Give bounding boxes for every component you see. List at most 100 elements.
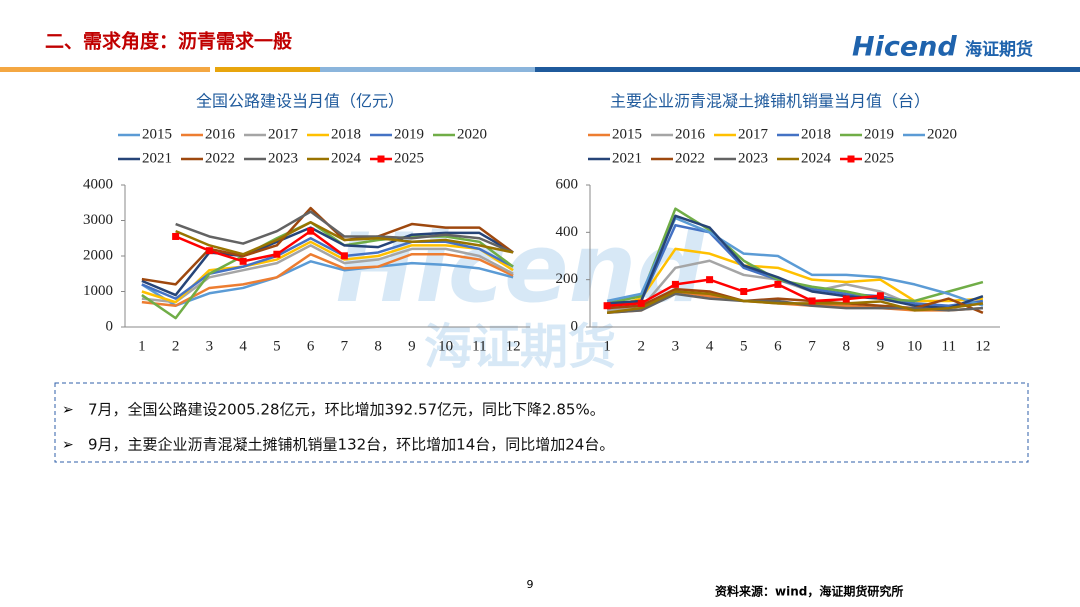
point xyxy=(273,250,281,258)
x-tick-label: 8 xyxy=(374,338,382,354)
legend-swatch xyxy=(377,155,385,163)
point xyxy=(239,257,247,265)
x-tick-label: 2 xyxy=(172,338,180,354)
notes-box xyxy=(54,382,1029,463)
series-line xyxy=(141,260,514,307)
header-bar xyxy=(535,67,1080,72)
legend-label: 2019 xyxy=(864,126,894,142)
point xyxy=(740,288,748,295)
x-tick-label: 8 xyxy=(843,338,851,354)
logo-cn: 海证期货 xyxy=(965,39,1033,60)
x-tick-label: 5 xyxy=(740,338,748,354)
y-tick-label: 0 xyxy=(106,318,114,334)
legend-label: 2020 xyxy=(927,126,957,142)
series-line xyxy=(606,290,984,315)
x-tick-label: 11 xyxy=(472,338,486,354)
legend-label: 2018 xyxy=(331,126,361,142)
bullet: ➢ xyxy=(62,402,74,418)
point xyxy=(671,280,679,288)
legend-label: 2025 xyxy=(394,150,424,166)
y-tick-label: 600 xyxy=(556,176,579,192)
legend-label: 2017 xyxy=(738,126,769,142)
x-tick-label: 11 xyxy=(942,338,956,354)
legend-label: 2020 xyxy=(457,126,487,142)
source: 资料来源：wind，海证期货研究所 xyxy=(715,584,903,599)
point xyxy=(706,276,714,284)
x-tick-label: 4 xyxy=(706,338,714,354)
logo: Hicend xyxy=(852,32,957,63)
y-tick-label: 2000 xyxy=(83,247,113,263)
series-line xyxy=(606,287,984,314)
x-tick-label: 4 xyxy=(239,338,247,354)
series-line xyxy=(175,221,514,256)
legend-label: 2023 xyxy=(738,150,768,166)
series-line xyxy=(141,221,514,320)
legend-label: 2021 xyxy=(142,150,172,166)
x-tick-label: 1 xyxy=(603,338,611,354)
point xyxy=(603,302,611,310)
x-tick-label: 9 xyxy=(877,338,885,354)
y-tick-label: 400 xyxy=(556,224,579,240)
chart-title: 全国公路建设当月值（亿元） xyxy=(196,92,404,111)
point xyxy=(842,295,850,303)
legend-label: 2016 xyxy=(205,126,236,142)
header-bar xyxy=(320,67,535,72)
series-line xyxy=(175,229,346,263)
x-tick-label: 9 xyxy=(408,338,416,354)
point xyxy=(774,280,782,288)
x-tick-label: 5 xyxy=(273,338,281,354)
x-tick-label: 7 xyxy=(341,338,349,354)
series-line xyxy=(141,226,514,297)
note: 7月，全国公路建设2005.28亿元，环比增加392.57亿元，同比下降2.85… xyxy=(88,401,605,419)
legend-label: 2018 xyxy=(801,126,831,142)
page-number: 9 xyxy=(527,578,534,591)
x-tick-label: 12 xyxy=(975,338,990,354)
legend-label: 2021 xyxy=(612,150,642,166)
legend-label: 2017 xyxy=(268,126,299,142)
x-tick-label: 10 xyxy=(438,338,453,354)
header-bar xyxy=(215,67,320,72)
legend-label: 2015 xyxy=(142,126,172,142)
x-tick-label: 3 xyxy=(672,338,680,354)
legend-label: 2022 xyxy=(675,150,705,166)
y-tick-label: 1000 xyxy=(83,283,113,299)
legend-label: 2015 xyxy=(612,126,642,142)
legend-label: 2016 xyxy=(675,126,706,142)
x-tick-label: 7 xyxy=(808,338,816,354)
chart-title: 主要企业沥青混凝土摊铺机销量当月值（台） xyxy=(610,92,930,111)
series-line xyxy=(141,252,514,307)
point xyxy=(340,252,348,260)
legend-label: 2022 xyxy=(205,150,235,166)
legend-label: 2024 xyxy=(331,150,362,166)
x-tick-label: 3 xyxy=(206,338,214,354)
header-bar xyxy=(0,67,210,72)
x-tick-label: 2 xyxy=(638,338,646,354)
legend-label: 2024 xyxy=(801,150,832,166)
series-line xyxy=(141,240,514,304)
point xyxy=(808,297,816,305)
y-tick-label: 200 xyxy=(556,271,579,287)
series-line xyxy=(606,247,984,310)
x-tick-label: 6 xyxy=(307,338,315,354)
series-line xyxy=(175,210,514,254)
legend-label: 2023 xyxy=(268,150,298,166)
series-line xyxy=(141,237,514,300)
note: 9月，主要企业沥青混凝土摊铺机销量132台，环比增加14台，同比增加24台。 xyxy=(88,436,614,454)
point xyxy=(172,232,180,240)
x-tick-label: 10 xyxy=(907,338,922,354)
slide-title: 二、需求角度：沥青需求一般 xyxy=(45,30,292,53)
y-tick-label: 0 xyxy=(571,318,579,334)
point xyxy=(876,292,884,300)
x-tick-label: 12 xyxy=(506,338,521,354)
point xyxy=(205,247,213,255)
y-tick-label: 3000 xyxy=(83,212,113,228)
legend-label: 2019 xyxy=(394,126,424,142)
bullet: ➢ xyxy=(62,437,74,453)
x-tick-label: 6 xyxy=(774,338,782,354)
y-tick-label: 4000 xyxy=(83,176,113,192)
point xyxy=(307,227,315,235)
legend-swatch xyxy=(847,155,855,163)
x-tick-label: 1 xyxy=(138,338,146,354)
legend-label: 2025 xyxy=(864,150,894,166)
